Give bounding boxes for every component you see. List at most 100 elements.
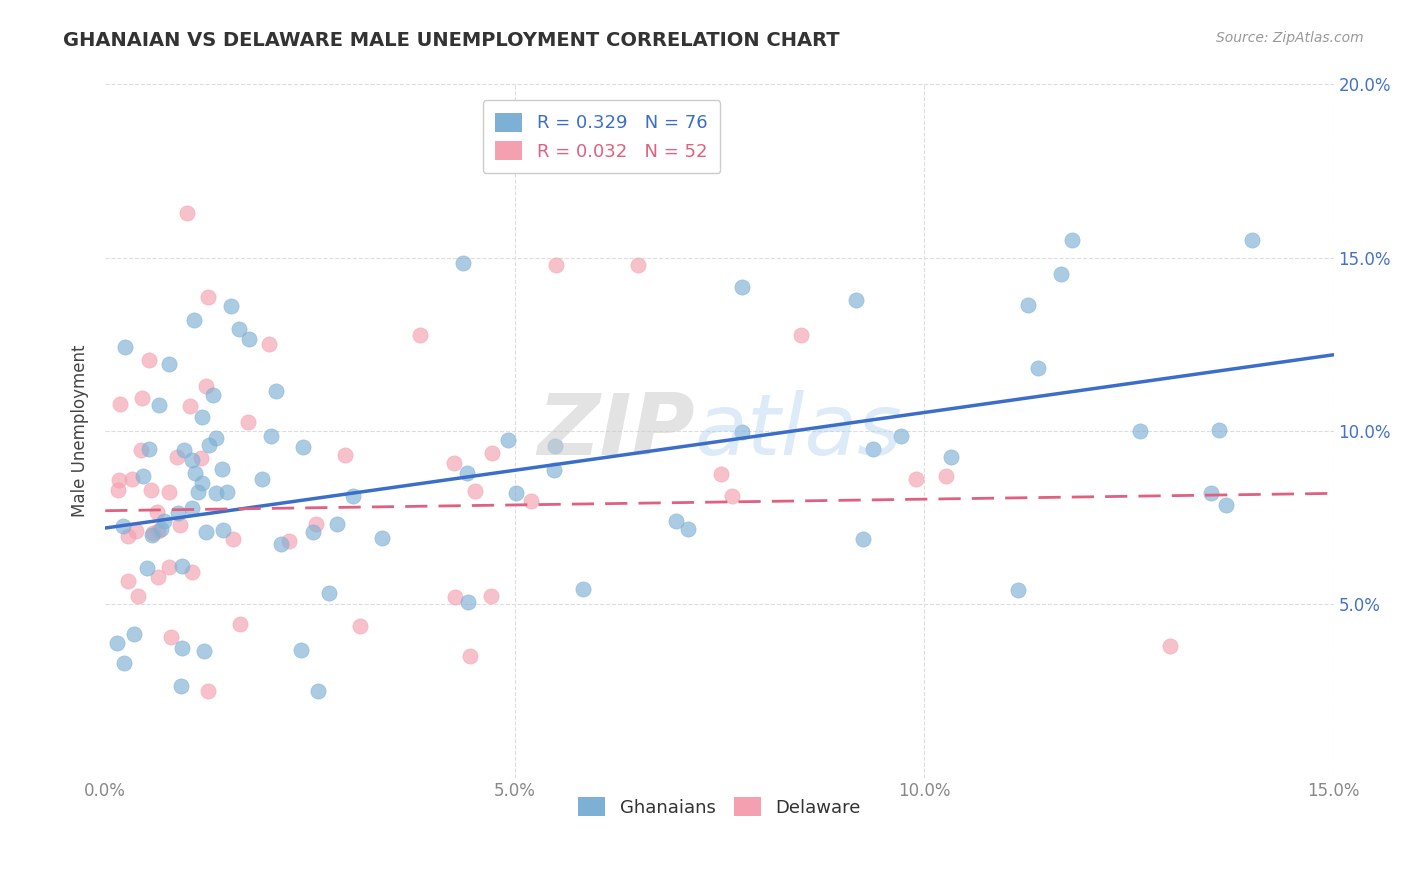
Point <box>211 523 233 537</box>
Point <box>301 524 323 539</box>
Point <box>904 472 927 486</box>
Point <box>1240 233 1263 247</box>
Point <box>222 532 245 546</box>
Point <box>443 456 465 470</box>
Point <box>790 328 813 343</box>
Point <box>205 486 228 500</box>
Point <box>709 467 731 481</box>
Point <box>349 618 371 632</box>
Point <box>132 468 155 483</box>
Point <box>1007 583 1029 598</box>
Point <box>731 279 754 293</box>
Point <box>157 485 180 500</box>
Point <box>127 589 149 603</box>
Point <box>342 489 364 503</box>
Point <box>236 416 259 430</box>
Text: GHANAIAN VS DELAWARE MALE UNEMPLOYMENT CORRELATION CHART: GHANAIAN VS DELAWARE MALE UNEMPLOYMENT C… <box>63 31 839 50</box>
Point <box>136 561 159 575</box>
Point <box>451 256 474 270</box>
Point <box>173 442 195 457</box>
Point <box>112 656 135 670</box>
Point <box>519 494 541 508</box>
Point <box>1159 639 1181 653</box>
Point <box>626 258 648 272</box>
Point <box>148 570 170 584</box>
Point <box>444 590 467 604</box>
Point <box>179 400 201 414</box>
Point <box>543 463 565 477</box>
Point <box>198 438 221 452</box>
Point <box>157 357 180 371</box>
Point <box>112 519 135 533</box>
Point <box>197 684 219 698</box>
Point <box>228 322 250 336</box>
Point <box>139 483 162 498</box>
Point <box>409 328 432 343</box>
Point <box>325 517 347 532</box>
Point <box>217 484 239 499</box>
Text: Source: ZipAtlas.com: Source: ZipAtlas.com <box>1216 31 1364 45</box>
Point <box>187 484 209 499</box>
Point <box>266 384 288 399</box>
Text: ZIP: ZIP <box>537 390 695 473</box>
Point <box>845 293 868 307</box>
Point <box>141 528 163 542</box>
Point <box>291 441 314 455</box>
Text: atlas: atlas <box>695 390 903 473</box>
Point <box>458 649 481 664</box>
Point <box>270 537 292 551</box>
Point <box>195 525 218 540</box>
Point <box>157 560 180 574</box>
Point <box>479 589 502 603</box>
Point <box>191 410 214 425</box>
Point <box>193 644 215 658</box>
Y-axis label: Male Unemployment: Male Unemployment <box>72 344 89 517</box>
Point <box>117 574 139 589</box>
Point <box>370 531 392 545</box>
Point <box>290 643 312 657</box>
Point <box>731 425 754 440</box>
Point <box>148 398 170 412</box>
Point <box>152 514 174 528</box>
Point <box>1208 423 1230 437</box>
Point <box>169 518 191 533</box>
Point <box>125 524 148 538</box>
Point <box>169 679 191 693</box>
Point <box>150 522 173 536</box>
Point <box>201 388 224 402</box>
Point <box>496 433 519 447</box>
Point <box>544 258 567 272</box>
Point <box>1026 360 1049 375</box>
Point <box>107 483 129 498</box>
Point <box>862 442 884 457</box>
Point <box>481 446 503 460</box>
Point <box>260 429 283 443</box>
Point <box>1017 298 1039 312</box>
Point <box>195 379 218 393</box>
Point <box>505 485 527 500</box>
Point <box>190 450 212 465</box>
Point <box>129 443 152 458</box>
Point <box>138 352 160 367</box>
Point <box>114 340 136 354</box>
Point <box>935 469 957 483</box>
Point <box>457 595 479 609</box>
Point <box>124 627 146 641</box>
Point <box>191 476 214 491</box>
Point <box>1060 233 1083 247</box>
Point <box>166 507 188 521</box>
Point <box>304 517 326 532</box>
Point <box>307 684 329 698</box>
Legend: Ghanaians, Delaware: Ghanaians, Delaware <box>571 790 868 824</box>
Point <box>131 391 153 405</box>
Point <box>721 489 744 503</box>
Point <box>170 558 193 573</box>
Point <box>204 431 226 445</box>
Point <box>1199 486 1222 500</box>
Point <box>146 524 169 538</box>
Point <box>464 484 486 499</box>
Point <box>142 525 165 540</box>
Point <box>117 529 139 543</box>
Point <box>1129 425 1152 439</box>
Point <box>852 532 875 546</box>
